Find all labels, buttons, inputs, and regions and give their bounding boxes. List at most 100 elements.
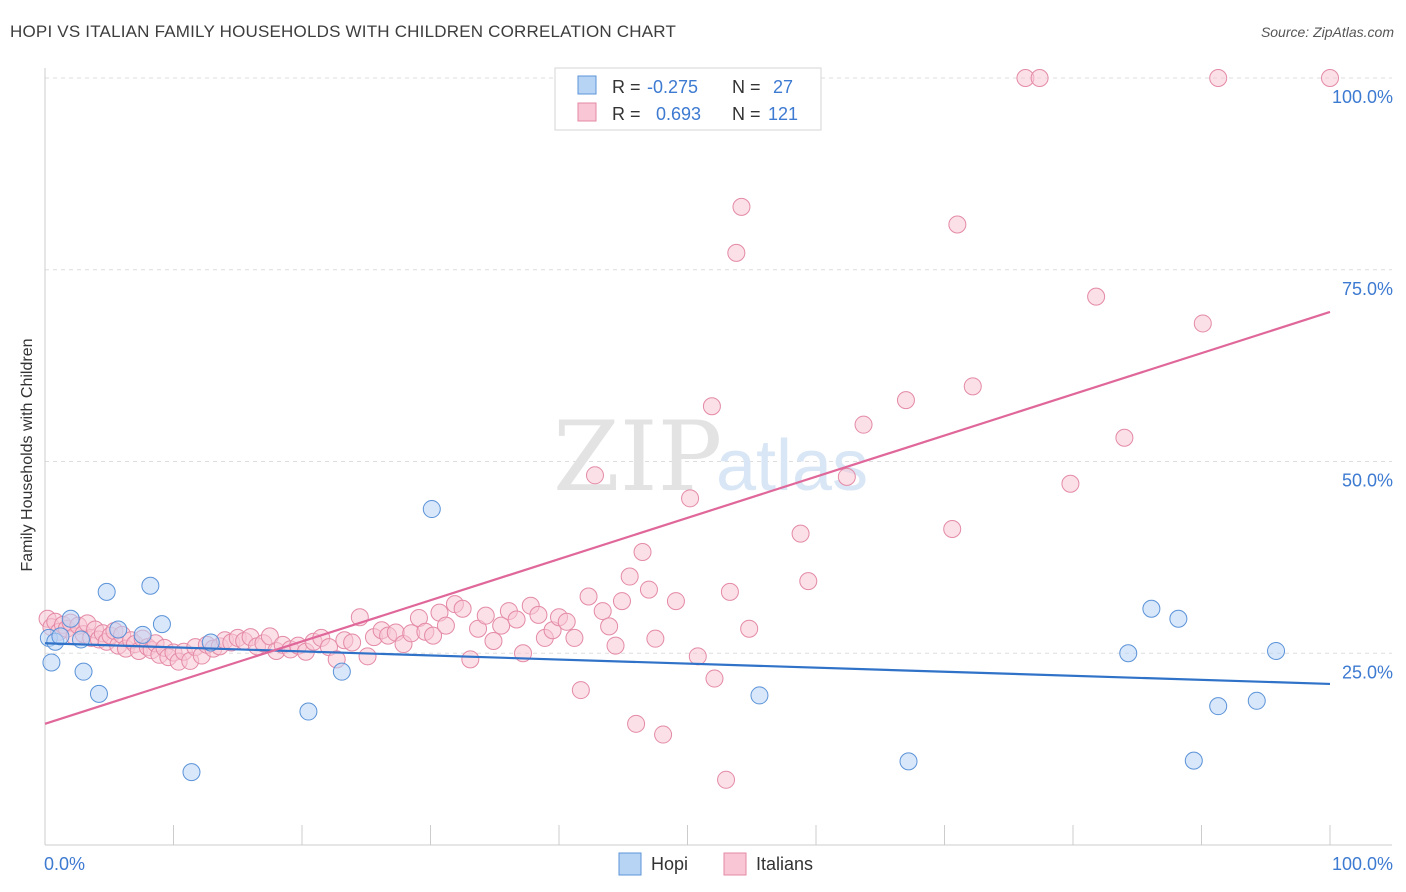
italians-point xyxy=(1115,428,1134,447)
hopi-legend-swatch xyxy=(577,75,597,95)
italians-point xyxy=(492,616,511,635)
trend-lines xyxy=(44,310,1331,725)
hopi-point xyxy=(1184,751,1203,770)
bottom-legend: Hopi Italians xyxy=(618,852,813,876)
hopi-point xyxy=(1142,599,1161,618)
italians-point xyxy=(1321,69,1339,87)
italians-bottom-swatch xyxy=(723,852,747,876)
italians-point xyxy=(565,628,584,647)
hopi-point xyxy=(141,576,160,595)
italians-n-value: 121 xyxy=(768,104,798,124)
hopi-point xyxy=(152,615,171,634)
italians-point xyxy=(606,636,625,655)
hopi-point xyxy=(133,625,152,644)
italians-r-label: R = xyxy=(612,104,641,124)
hopi-point xyxy=(1247,691,1266,710)
italians-point xyxy=(529,605,548,624)
italians-point xyxy=(436,616,455,635)
hopi-point xyxy=(1119,644,1138,663)
italians-point xyxy=(963,377,982,396)
hopi-legend-label: Hopi xyxy=(651,854,688,874)
hopi-point xyxy=(201,633,220,652)
italians-point xyxy=(1087,287,1106,306)
italians-point xyxy=(702,397,721,416)
italians-point xyxy=(627,714,646,733)
italians-point xyxy=(837,467,856,486)
italians-point xyxy=(612,592,631,611)
italians-point xyxy=(896,391,915,410)
italians-point xyxy=(948,215,967,234)
italians-point xyxy=(461,650,480,669)
hopi-point xyxy=(1209,697,1228,716)
italians-point xyxy=(1193,314,1212,333)
italians-point xyxy=(720,582,739,601)
italians-point xyxy=(600,617,619,636)
italians-point xyxy=(854,415,873,434)
y-tick-label: 25.0% xyxy=(1342,662,1393,682)
italians-point xyxy=(732,197,751,216)
watermark-atlas: atlas xyxy=(716,426,868,506)
x-tick-label-max: 100.0% xyxy=(1332,854,1393,874)
italians-point xyxy=(1061,474,1080,493)
italians-point xyxy=(358,647,377,666)
italians-legend-label: Italians xyxy=(756,854,813,874)
italians-point xyxy=(799,572,818,591)
chart-title: HOPI VS ITALIAN FAMILY HOUSEHOLDS WITH C… xyxy=(10,22,677,41)
hopi-n-value: 27 xyxy=(773,77,793,97)
italians-point xyxy=(705,669,724,688)
hopi-bottom-swatch xyxy=(618,852,642,876)
y-tick-label: 100.0% xyxy=(1332,87,1393,107)
italians-point xyxy=(585,466,604,485)
hopi-point xyxy=(61,609,80,628)
italians-point xyxy=(507,610,526,629)
axes xyxy=(44,68,1392,846)
italians-point xyxy=(717,770,736,789)
italians-legend-swatch xyxy=(577,102,597,122)
hopi-point xyxy=(1267,641,1286,660)
italians-point xyxy=(557,612,576,631)
hopi-r-value: -0.275 xyxy=(647,77,698,97)
italians-trend-line xyxy=(44,310,1331,725)
italians-point xyxy=(476,606,495,625)
italians-point xyxy=(620,567,639,586)
italians-r-value: 0.693 xyxy=(656,104,701,124)
italians-point xyxy=(791,524,810,543)
italians-point xyxy=(633,543,652,562)
italians-point xyxy=(579,587,598,606)
italians-point xyxy=(484,631,503,650)
hopi-point xyxy=(89,684,108,703)
italians-point xyxy=(688,647,707,666)
hopi-points xyxy=(39,500,1286,782)
italians-point xyxy=(654,725,673,744)
italians-point xyxy=(571,681,590,700)
italians-point xyxy=(1209,69,1228,87)
watermark: ZIP atlas xyxy=(553,401,868,513)
italians-point xyxy=(943,519,962,538)
italians-point xyxy=(666,592,685,611)
italians-point xyxy=(424,626,443,645)
italians-point xyxy=(593,602,612,621)
tick-labels: 25.0% 50.0% 75.0% 100.0% 0.0% 100.0% xyxy=(44,87,1393,874)
italians-point xyxy=(740,619,759,638)
x-tick-label-min: 0.0% xyxy=(44,854,85,874)
y-tick-label: 75.0% xyxy=(1342,279,1393,299)
hopi-point xyxy=(750,686,769,705)
hopi-point xyxy=(42,653,61,672)
hopi-n-label: N = xyxy=(732,77,761,97)
hopi-point xyxy=(422,500,441,519)
hopi-point xyxy=(182,763,201,782)
stats-legend-box xyxy=(554,67,822,131)
italians-point xyxy=(639,580,658,599)
italians-point xyxy=(646,629,665,648)
italians-point xyxy=(681,489,700,508)
hopi-point xyxy=(97,582,116,601)
hopi-point xyxy=(51,627,70,646)
hopi-point xyxy=(74,662,93,681)
y-tick-label: 50.0% xyxy=(1342,471,1393,491)
hopi-r-label: R = xyxy=(612,77,641,97)
italians-point xyxy=(1030,69,1049,87)
italians-point xyxy=(727,243,746,262)
source-label: Source: ZipAtlas.com xyxy=(1260,24,1394,40)
italians-point xyxy=(343,633,362,652)
